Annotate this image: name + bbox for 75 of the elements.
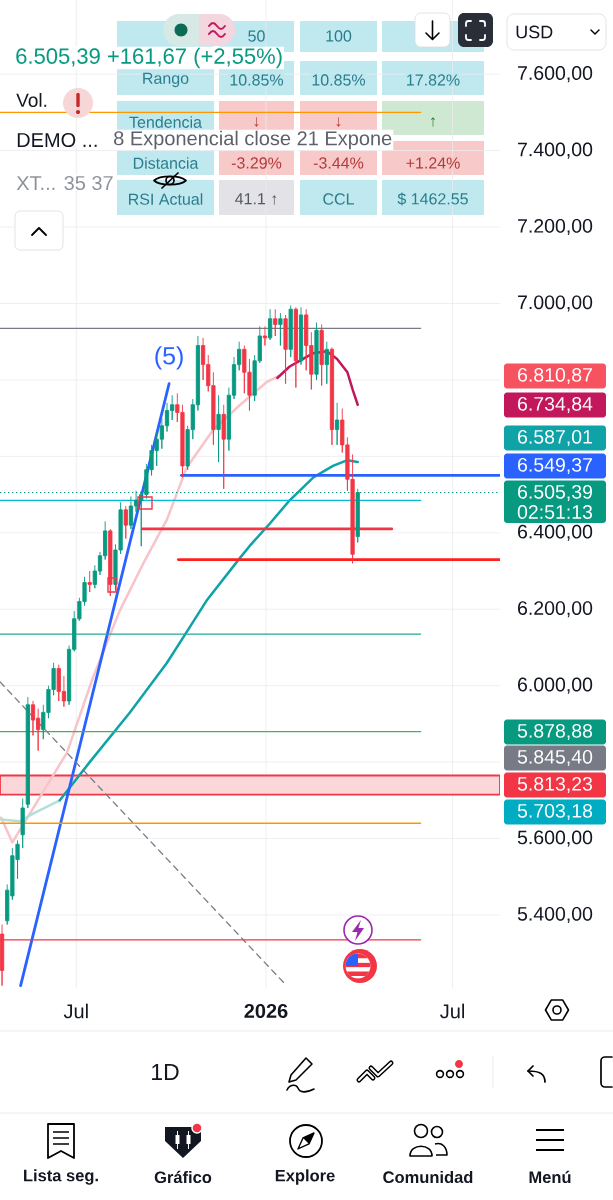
y-tick-label: 7.400,00 [518,142,593,159]
annotation: 100 [326,30,352,42]
annotation: Distancia [133,157,199,169]
candlestick [288,304,293,358]
y-tick-label: 7.600,00 [518,66,593,83]
annotation: Rango [143,72,189,88]
annotation: XT... 35 37 [16,175,113,191]
annotation: DEMO ... [17,132,97,148]
y-tick-label: 6.200,00 [518,601,593,618]
candlestick [278,312,283,346]
x-tick-label: Jul [440,1003,465,1019]
candlestick [108,528,113,597]
candlestick [273,308,278,337]
y-tick-label: 7.200,00 [518,218,593,236]
candlestick [329,346,335,446]
text: 6.505,39 +161,67 (+2,55%) [16,47,282,69]
annotation: Tendencia [129,116,202,128]
annotation: 41.1 ↑ [235,193,277,205]
candlestick [221,404,226,490]
annotation: CCL [323,193,354,205]
text: 6.549,37 [518,457,592,475]
candlestick [268,308,273,341]
candlestick [87,570,92,593]
candlestick [283,314,288,385]
x-tick-label: 2026 [244,1003,288,1019]
annotation: -3.29% [231,157,282,169]
y-tick-label: 6.000,00 [518,677,593,694]
candlestick [335,402,340,446]
text: Gráfico [154,1170,212,1184]
candlestick [262,325,268,346]
text: Menú [529,1170,571,1184]
candlestick [216,394,221,463]
annotation: Vol. [16,93,47,107]
annotation: ↓ [336,117,341,127]
candlestick [20,797,25,849]
candlestick [298,306,304,366]
text: Comunidad [383,1170,473,1184]
text: 5.813,23 [517,776,593,794]
text: Explore [275,1169,335,1185]
text: 5.845,40 [517,749,593,767]
annotation: 10.85% [312,74,366,86]
annotation: 17.82% [407,74,460,86]
y-tick-label: 6.400,00 [518,524,593,541]
annotation: RSI Actual [129,193,203,205]
annotation: ↓ [254,117,259,127]
y-tick-label: 7.000,00 [518,295,593,312]
text: 02:51:13 [517,505,593,519]
annotation: (5) [155,346,183,370]
text: 1D [152,1064,179,1080]
candlestick [324,341,329,385]
annotation: -3.44% [313,157,364,169]
annotation: 50 [248,30,265,42]
line-series [58,458,359,802]
text: 6.587,01 [518,429,592,447]
candlestick [355,488,360,543]
text: 6.734,84 [518,396,593,414]
text: 5.703,18 [517,803,593,821]
y-tick-label: 5.400,00 [517,906,593,924]
y-tick-label: 5.600,00 [517,830,593,847]
text: Lista seg. [24,1169,98,1185]
annotation: 10.85% [230,74,284,86]
text: USD [516,25,553,39]
text: 6.505,39 [518,484,592,502]
candlestick [123,505,128,539]
candlestick [319,324,324,387]
candlestick [25,696,30,809]
candlestick [293,306,298,388]
annotation: +1.24% [406,157,460,169]
text: 6.810,87 [518,367,592,385]
x-tick-label: Jul [63,1003,88,1019]
text: 5.878,88 [517,723,593,741]
annotation: $ 1462.55 [397,192,468,206]
annotation: 8 Exponencial close 21 Expone [114,130,392,150]
candlestick [314,322,319,381]
annotation: ↑ [431,117,435,127]
